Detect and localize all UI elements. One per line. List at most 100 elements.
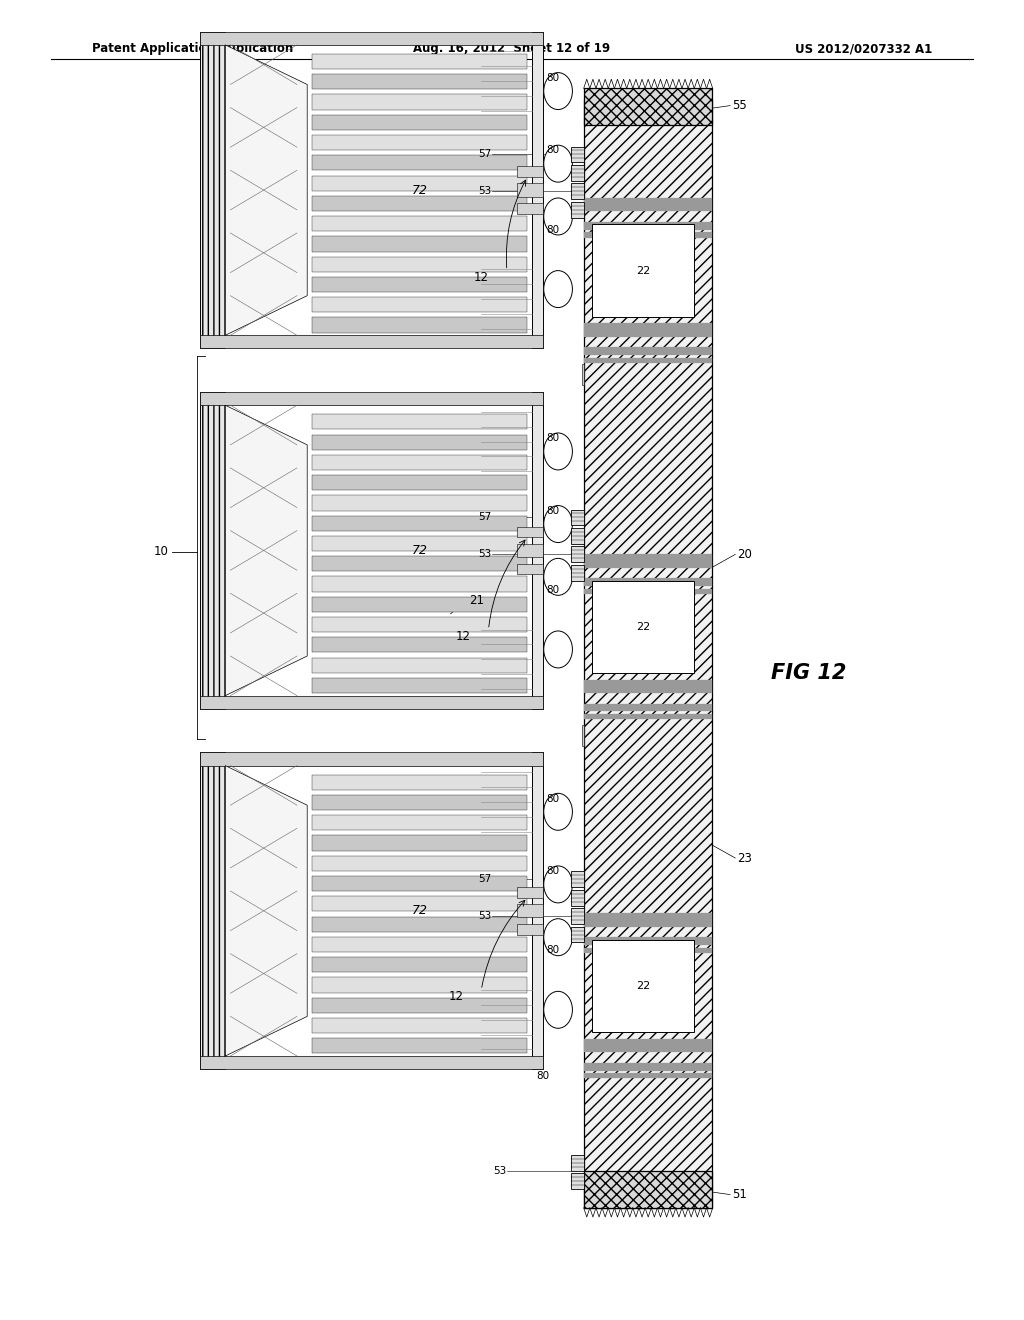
Bar bbox=[312, 156, 527, 170]
Bar bbox=[571, 1173, 584, 1189]
Circle shape bbox=[544, 73, 572, 110]
Bar bbox=[312, 816, 527, 830]
Circle shape bbox=[544, 433, 572, 470]
Bar bbox=[571, 927, 584, 942]
Bar bbox=[312, 277, 527, 292]
Text: 12: 12 bbox=[456, 630, 470, 643]
Bar bbox=[517, 527, 543, 537]
Bar bbox=[571, 510, 584, 525]
Bar bbox=[312, 896, 527, 911]
Text: FIG 12: FIG 12 bbox=[771, 663, 847, 684]
Bar bbox=[584, 714, 712, 719]
Text: 53: 53 bbox=[494, 1166, 507, 1176]
Bar bbox=[200, 32, 225, 348]
Text: 80: 80 bbox=[547, 793, 559, 804]
Text: 80: 80 bbox=[547, 433, 559, 444]
Circle shape bbox=[544, 793, 572, 830]
Bar bbox=[584, 554, 712, 568]
Polygon shape bbox=[225, 405, 307, 696]
Text: 53: 53 bbox=[478, 549, 492, 560]
Bar bbox=[200, 392, 225, 709]
Bar bbox=[517, 887, 543, 898]
Text: 12: 12 bbox=[449, 990, 463, 1003]
Bar bbox=[312, 638, 527, 652]
Bar bbox=[312, 135, 527, 150]
Bar bbox=[312, 455, 527, 470]
Bar bbox=[584, 680, 712, 693]
Bar bbox=[312, 256, 527, 272]
Bar bbox=[312, 876, 527, 891]
Bar bbox=[571, 183, 584, 199]
Circle shape bbox=[544, 631, 572, 668]
Bar bbox=[584, 88, 712, 125]
Bar bbox=[312, 236, 527, 252]
Bar bbox=[584, 1073, 712, 1078]
Bar bbox=[312, 977, 527, 993]
Bar bbox=[582, 725, 584, 746]
Circle shape bbox=[544, 919, 572, 956]
Circle shape bbox=[544, 506, 572, 543]
Bar bbox=[312, 916, 527, 932]
Bar bbox=[200, 392, 543, 405]
Polygon shape bbox=[225, 45, 307, 335]
Bar bbox=[312, 176, 527, 190]
Bar bbox=[200, 1056, 543, 1069]
Bar bbox=[200, 335, 543, 348]
Bar bbox=[312, 475, 527, 490]
Bar bbox=[312, 1038, 527, 1053]
Bar bbox=[312, 195, 527, 211]
Bar bbox=[584, 578, 712, 586]
Bar bbox=[312, 957, 527, 973]
Bar bbox=[312, 1018, 527, 1034]
Circle shape bbox=[544, 866, 572, 903]
Bar bbox=[532, 392, 543, 709]
Bar bbox=[312, 795, 527, 810]
Text: 80: 80 bbox=[537, 1071, 549, 1081]
Text: US 2012/0207332 A1: US 2012/0207332 A1 bbox=[795, 42, 932, 55]
Bar bbox=[312, 297, 527, 313]
Bar bbox=[312, 677, 527, 693]
Bar bbox=[592, 224, 694, 317]
Bar bbox=[312, 855, 527, 871]
Text: 10: 10 bbox=[154, 545, 169, 558]
Bar bbox=[584, 198, 712, 211]
Bar bbox=[312, 115, 527, 129]
Bar bbox=[571, 147, 584, 162]
Bar bbox=[517, 203, 543, 214]
Bar bbox=[200, 32, 543, 45]
Bar bbox=[584, 1039, 712, 1052]
Bar bbox=[312, 998, 527, 1012]
Bar bbox=[584, 1171, 712, 1208]
Polygon shape bbox=[225, 766, 307, 1056]
Bar bbox=[571, 890, 584, 906]
Text: 23: 23 bbox=[737, 851, 753, 865]
Text: 57: 57 bbox=[478, 149, 492, 160]
Bar bbox=[312, 556, 527, 572]
Bar bbox=[517, 904, 543, 917]
Text: 80: 80 bbox=[547, 145, 559, 156]
Bar bbox=[532, 752, 543, 1069]
Text: Aug. 16, 2012  Sheet 12 of 19: Aug. 16, 2012 Sheet 12 of 19 bbox=[414, 42, 610, 55]
Bar bbox=[312, 95, 527, 110]
Bar bbox=[312, 317, 527, 333]
Bar bbox=[312, 414, 527, 429]
Bar bbox=[571, 202, 584, 218]
Bar bbox=[312, 597, 527, 612]
Bar bbox=[312, 536, 527, 552]
Bar bbox=[312, 616, 527, 632]
Text: 80: 80 bbox=[547, 73, 559, 83]
Text: 80: 80 bbox=[547, 945, 559, 956]
Text: 22: 22 bbox=[636, 622, 650, 632]
Bar bbox=[582, 364, 584, 385]
Text: 22: 22 bbox=[636, 981, 650, 991]
Bar bbox=[584, 99, 712, 1208]
Bar bbox=[571, 565, 584, 581]
Text: 22: 22 bbox=[636, 265, 650, 276]
Bar bbox=[584, 937, 712, 945]
Circle shape bbox=[544, 558, 572, 595]
Bar bbox=[312, 516, 527, 531]
Bar bbox=[584, 948, 712, 953]
Bar bbox=[584, 358, 712, 363]
Bar bbox=[584, 1063, 712, 1071]
Text: 72: 72 bbox=[412, 183, 428, 197]
